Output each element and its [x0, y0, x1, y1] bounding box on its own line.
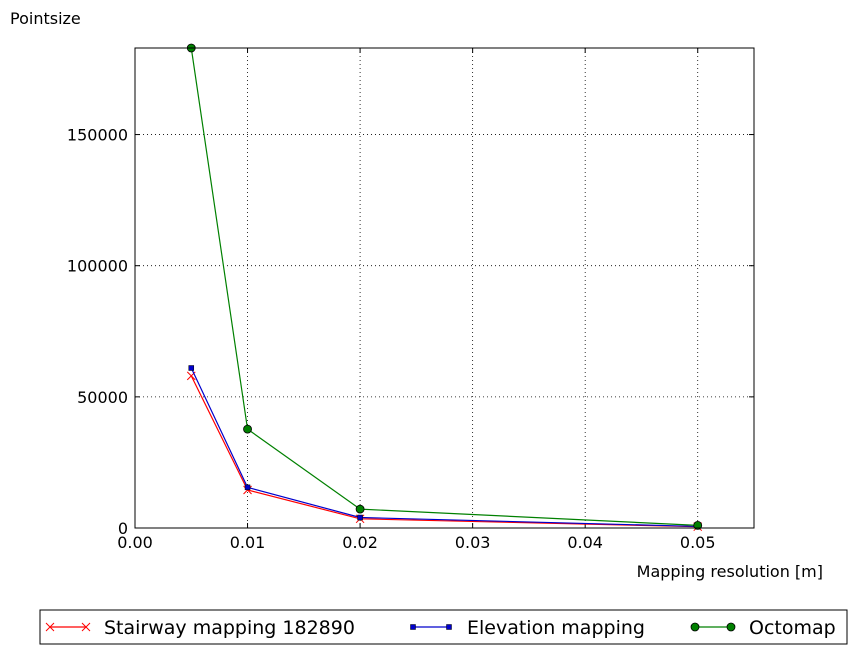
legend-label: Stairway mapping 182890 — [104, 617, 355, 639]
y-tick-label: 150000 — [67, 126, 128, 145]
x-tick-label: 0.05 — [680, 533, 716, 552]
data-point — [244, 484, 251, 491]
legend-label: Elevation mapping — [467, 617, 645, 639]
x-axis-label: Mapping resolution [m] — [637, 562, 823, 581]
x-tick-label: 0.01 — [230, 533, 266, 552]
x-tick-label: 0.02 — [342, 533, 378, 552]
legend-entry: Octomap — [690, 617, 836, 639]
series-group — [186, 43, 703, 532]
legend-marker — [726, 622, 736, 632]
series-line — [190, 367, 698, 528]
series-line — [190, 47, 698, 526]
legend-marker — [690, 622, 700, 632]
series-1 — [186, 371, 703, 532]
data-point — [357, 514, 363, 521]
series-2 — [188, 365, 701, 530]
legend-marker — [410, 624, 416, 630]
grid — [135, 48, 754, 528]
legend-marker — [446, 624, 452, 630]
legend-entry: Elevation mapping — [410, 617, 645, 639]
y-axis-label: Pointsize — [10, 9, 81, 28]
legend: Stairway mapping 182890 Elevation mapping… — [39, 609, 848, 645]
series-line — [190, 375, 698, 528]
legend-marker — [45, 622, 55, 632]
ticks: 0.00 0.01 0.02 0.03 0.04 0.05 0 50000 100000 1500… — [67, 48, 754, 552]
data-point — [188, 365, 195, 371]
series-3 — [186, 43, 703, 530]
data-point — [355, 504, 365, 514]
x-tick-label: 0.00 — [117, 533, 153, 552]
data-point — [243, 424, 252, 434]
plot-area — [134, 47, 755, 529]
y-tick-label: 100000 — [67, 257, 128, 276]
x-tick-label: 0.03 — [455, 533, 491, 552]
y-tick-label: 50000 — [77, 388, 128, 407]
x-tick-label: 0.04 — [567, 533, 603, 552]
legend-label: Octomap — [749, 617, 836, 639]
data-point — [693, 520, 703, 530]
y-tick-label: 0 — [118, 519, 128, 538]
legend-marker — [81, 622, 91, 632]
legend-entry: Stairway mapping 182890 — [45, 617, 355, 639]
